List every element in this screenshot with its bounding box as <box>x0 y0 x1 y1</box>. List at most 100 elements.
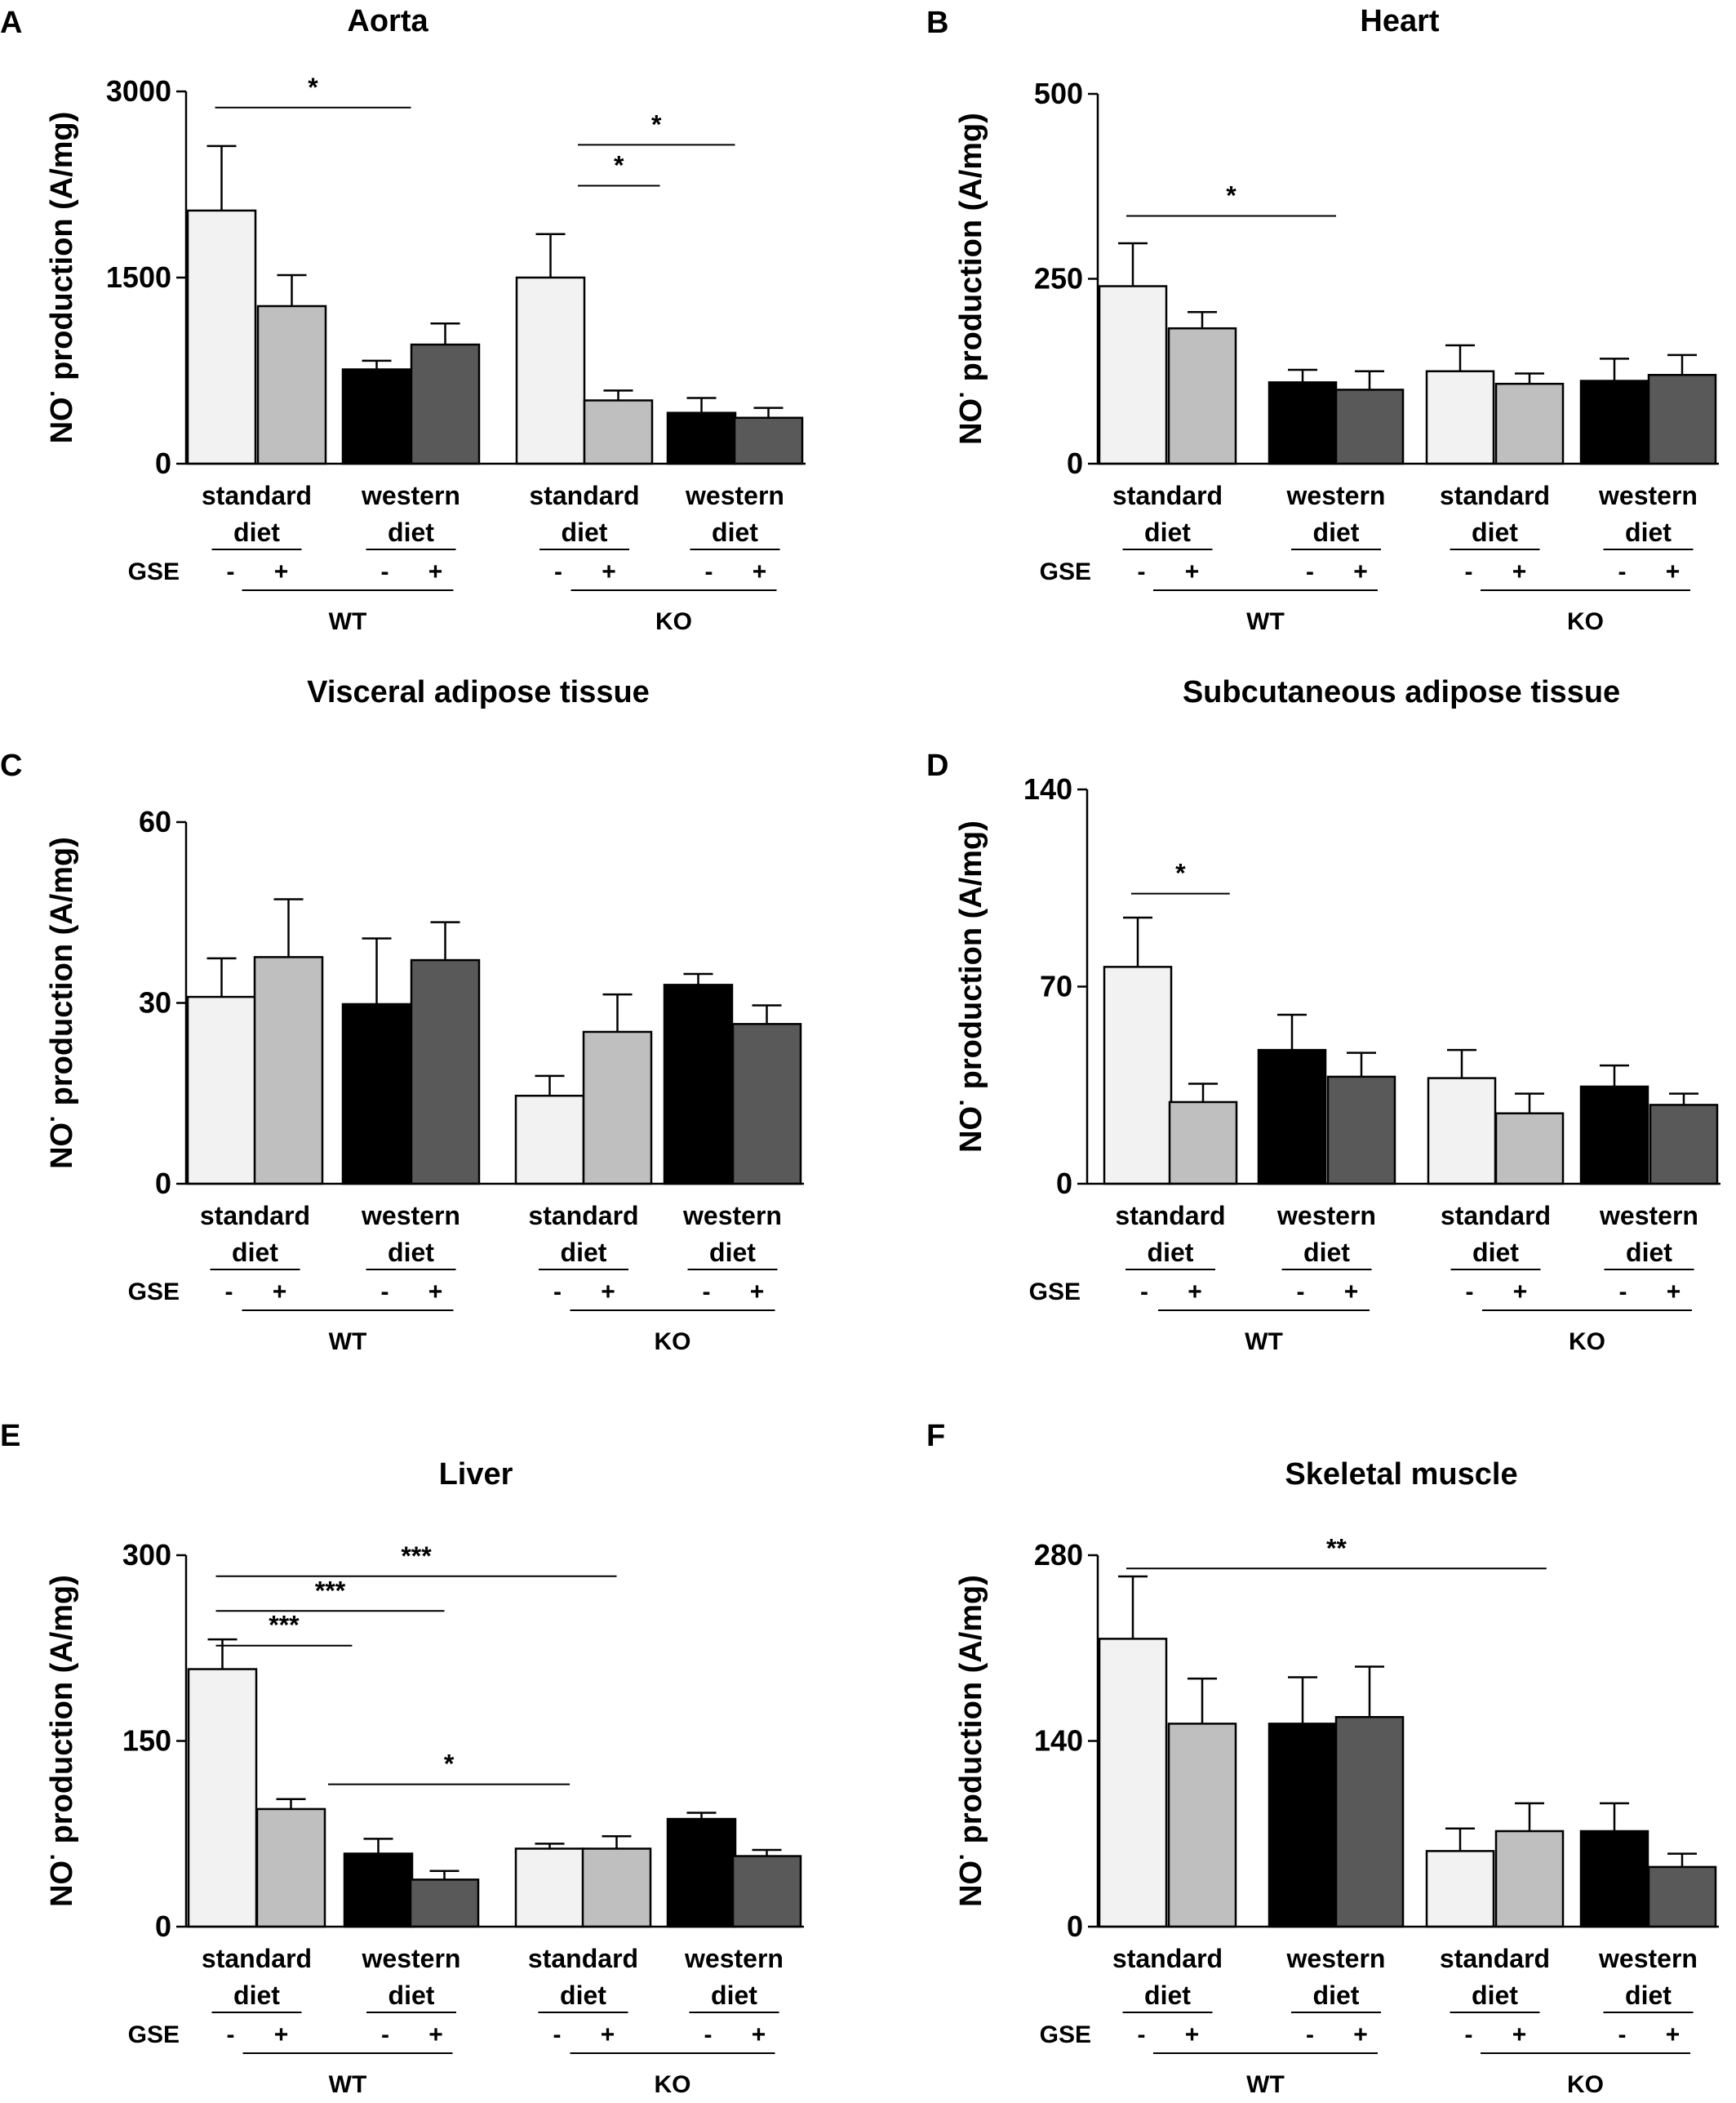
bar <box>410 343 481 465</box>
group-label: WT <box>1246 608 1285 635</box>
y-tick-label: 140 <box>1034 1724 1083 1758</box>
gse-minus: - <box>1297 1278 1305 1305</box>
gse-plus: + <box>602 558 616 585</box>
significance-label: *** <box>315 1576 346 1605</box>
diet-label-line1: western <box>684 1944 784 1973</box>
gse-plus: + <box>750 1278 765 1305</box>
diet-label-line2: diet <box>561 1238 607 1267</box>
gse-minus: - <box>553 1278 562 1305</box>
diet-label-line1: standard <box>202 1944 312 1973</box>
bar <box>1494 382 1565 465</box>
gse-plus: + <box>1353 558 1368 585</box>
gse-plus: + <box>1188 1278 1202 1305</box>
significance-label: *** <box>269 1611 300 1640</box>
gse-minus: - <box>554 558 562 585</box>
y-axis-title-sup: · <box>39 1852 66 1861</box>
y-axis-title-main: NO <box>954 1106 988 1153</box>
bar <box>1268 1723 1338 1928</box>
group-label: KO <box>655 1328 691 1355</box>
significance-label: *** <box>401 1541 432 1571</box>
significance-label: * <box>651 109 662 139</box>
gse-label: GSE <box>128 2021 180 2048</box>
gse-plus: + <box>1666 558 1681 585</box>
bar <box>1494 1112 1565 1185</box>
diet-label-line2: diet <box>1148 1238 1194 1267</box>
gse-label: GSE <box>128 558 180 585</box>
diet-label-line1: western <box>1286 481 1386 510</box>
panel-title: Heart <box>1360 4 1439 38</box>
diet-label-line2: diet <box>388 518 434 547</box>
y-tick-label: 3000 <box>106 74 171 108</box>
y-tick-label: 300 <box>122 1538 171 1572</box>
diet-label-line1: standard <box>202 481 312 510</box>
gse-minus: - <box>1138 2021 1146 2048</box>
gse-minus: - <box>1618 2021 1627 2048</box>
diet-label-line1: western <box>1286 1944 1386 1973</box>
gse-minus: - <box>225 1278 233 1305</box>
gse-plus: + <box>428 558 443 585</box>
diet-label-line2: diet <box>233 518 280 547</box>
diet-label-line2: diet <box>1625 518 1672 547</box>
y-axis-title-sup: · <box>948 390 975 398</box>
significance-label: * <box>1175 859 1186 888</box>
gse-plus: + <box>1185 558 1200 585</box>
y-axis-title-rest: production (A/mg) <box>954 113 988 390</box>
diet-label-line1: standard <box>528 1944 638 1973</box>
bar <box>731 1855 802 1928</box>
group-label: WT <box>1246 2071 1285 2098</box>
gse-minus: - <box>1306 558 1314 585</box>
bar <box>1647 374 1717 465</box>
y-axis-title-sup: · <box>948 1852 975 1861</box>
diet-label-line1: western <box>1598 1944 1698 1973</box>
y-axis-title: NO· production (A/mg) <box>948 1575 988 1907</box>
significance-label: * <box>308 73 318 102</box>
bar <box>1579 380 1649 465</box>
gse-label: GSE <box>1040 2021 1091 2048</box>
y-tick-label: 60 <box>139 805 171 838</box>
y-axis-title-rest: production (A/mg) <box>45 837 79 1114</box>
bar <box>341 368 412 465</box>
gse-plus: + <box>1344 1278 1359 1305</box>
bar <box>731 1023 802 1185</box>
bar <box>515 276 586 465</box>
diet-label-line1: standard <box>1440 1944 1550 1973</box>
bar <box>666 411 737 465</box>
panel-title: Aorta <box>347 4 428 38</box>
gse-minus: - <box>1306 2021 1314 2048</box>
y-axis-title-main: NO <box>954 398 988 445</box>
significance-label: * <box>1226 180 1237 210</box>
gse-minus: - <box>704 2021 713 2048</box>
chart-panel-e: E Liver 0 150 300 NO· production (A/mg) standa… <box>0 1419 804 2098</box>
y-axis-title-rest: production (A/mg) <box>954 820 988 1098</box>
gse-plus: + <box>428 2021 443 2048</box>
bar <box>733 416 804 465</box>
diet-label-line1: standard <box>1441 1201 1551 1230</box>
bar <box>583 399 654 465</box>
bar <box>343 1852 414 1928</box>
y-tick-label: 0 <box>1067 1910 1083 1943</box>
gse-plus: + <box>752 2021 766 2048</box>
diet-label-line1: western <box>1276 1201 1376 1230</box>
gse-minus: - <box>381 1278 389 1305</box>
bar <box>514 1847 585 1928</box>
group-label: KO <box>655 608 692 635</box>
bar <box>1647 1865 1717 1928</box>
gse-plus: + <box>1513 1278 1528 1305</box>
group-label: KO <box>1567 2071 1604 2098</box>
y-tick-label: 0 <box>1067 447 1083 480</box>
gse-plus: + <box>753 558 767 585</box>
bar <box>1579 1085 1649 1185</box>
y-axis-title-main: NO <box>954 1861 988 1907</box>
significance-label: * <box>614 151 624 180</box>
diet-label-line2: diet <box>1303 1238 1350 1267</box>
gse-label: GSE <box>1029 1278 1081 1305</box>
gse-minus: - <box>705 558 713 585</box>
y-axis-title-sup: · <box>948 1098 975 1106</box>
diet-label-line2: diet <box>1144 518 1191 547</box>
diet-label-line1: western <box>361 481 460 510</box>
y-axis-title: NO· production (A/mg) <box>39 837 79 1169</box>
diet-label-line1: standard <box>200 1201 310 1230</box>
y-tick-label: 0 <box>1056 1167 1072 1200</box>
diet-label-line2: diet <box>1472 1238 1519 1267</box>
